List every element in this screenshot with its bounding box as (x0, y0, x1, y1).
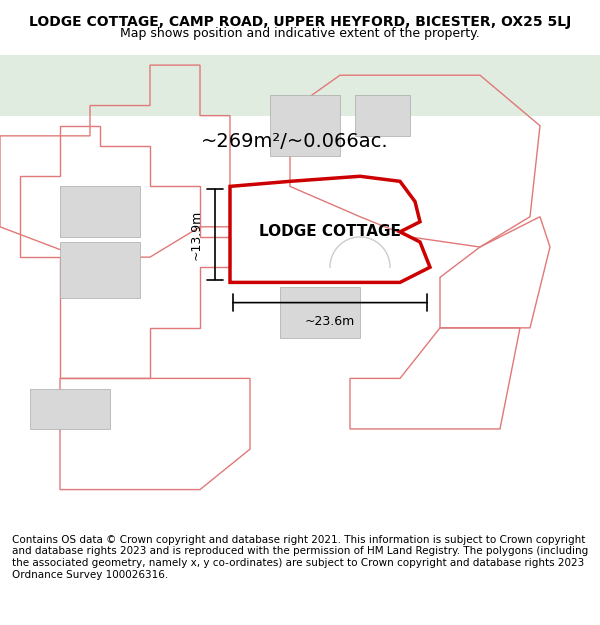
Text: ~269m²/~0.066ac.: ~269m²/~0.066ac. (201, 132, 389, 151)
Text: LODGE COTTAGE: LODGE COTTAGE (259, 224, 401, 239)
Polygon shape (280, 288, 360, 338)
Text: ~13.9m: ~13.9m (190, 209, 203, 259)
Polygon shape (355, 96, 410, 136)
Polygon shape (60, 186, 140, 237)
Polygon shape (30, 389, 110, 429)
Text: Contains OS data © Crown copyright and database right 2021. This information is : Contains OS data © Crown copyright and d… (12, 535, 588, 579)
Text: LODGE COTTAGE, CAMP ROAD, UPPER HEYFORD, BICESTER, OX25 5LJ: LODGE COTTAGE, CAMP ROAD, UPPER HEYFORD,… (29, 16, 571, 29)
Polygon shape (270, 96, 340, 156)
Text: ~23.6m: ~23.6m (305, 315, 355, 328)
Bar (0, 55, 600, 116)
Polygon shape (60, 242, 140, 298)
Text: Map shows position and indicative extent of the property.: Map shows position and indicative extent… (120, 27, 480, 39)
